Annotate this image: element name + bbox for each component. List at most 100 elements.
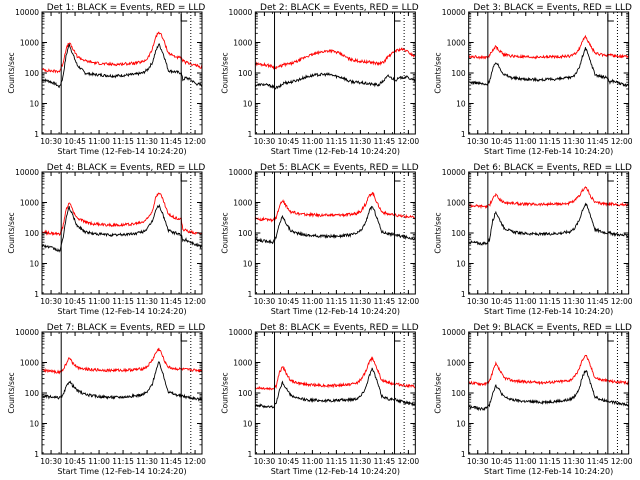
panel-title: Det 7: BLACK = Events, RED = LLD [47,323,206,333]
events-series-line [468,369,630,412]
y-tick-label: 10000 [228,328,252,337]
lld-series-line [254,356,416,391]
x-tick-label: 11:45 [587,297,609,306]
x-tick-label: 11:30 [563,457,585,466]
x-tick-label: 11:15 [326,137,348,146]
marker-bracket [180,334,188,342]
x-tick-label: 12:00 [611,457,633,466]
x-tick-label: 10:30 [40,457,62,466]
x-tick-label: 12:00 [611,297,633,306]
x-tick-label: 11:15 [539,457,561,466]
x-tick-label: 10:30 [467,137,489,146]
panel-det-1: Det 1: BLACK = Events, RED = LLD 1 10 100 10… [7,3,206,156]
lld-series-line [468,186,629,210]
y-tick-label: 1000 [233,359,252,368]
panel-title: Det 9: BLACK = Events, RED = LLD [473,323,632,333]
x-tick-label: 11:15 [539,137,561,146]
y-tick-label: 10000 [228,168,252,177]
x-axis-label: Start Time (12-Feb-14 10:24:20) [57,307,186,316]
x-tick-label: 10:30 [40,137,62,146]
y-tick-label: 1000 [20,39,39,48]
y-tick-label: 1000 [20,199,39,208]
x-tick-label: 11:15 [539,297,561,306]
x-tick-label: 11:45 [160,137,182,146]
x-tick-label: 11:00 [302,137,324,146]
marker-bracket [394,334,401,342]
plot-frame [41,11,203,135]
panel-det-8: Det 8: BLACK = Events, RED = LLD 1 10 100 10… [220,323,419,476]
y-axis-label: Counts/sec [434,372,443,413]
y-axis-label: Counts/sec [7,52,16,93]
x-tick-label: 12:00 [611,137,633,146]
events-series-line [468,202,629,246]
y-tick-label: 1000 [447,199,466,208]
x-tick-label: 10:30 [467,457,489,466]
x-tick-label: 11:45 [587,457,609,466]
x-tick-label: 11:45 [374,297,396,306]
y-axis-label: Counts/sec [7,372,16,413]
y-tick-label: 10000 [228,8,252,17]
y-tick-label: 10000 [442,328,466,337]
x-tick-label: 11:30 [563,297,585,306]
y-tick-label: 10 [29,260,39,269]
y-tick-label: 1 [34,450,39,459]
marker-bracket [180,174,188,182]
x-tick-label: 12:00 [398,137,420,146]
y-axis-label: Counts/sec [220,212,229,253]
x-axis-label: Start Time (12-Feb-14 10:24:20) [57,147,186,156]
x-tick-label: 10:45 [278,297,300,306]
marker-bracket [180,14,188,22]
marker-bracket [394,174,401,182]
y-tick-label: 1 [248,290,253,299]
y-tick-label: 100 [238,69,253,78]
events-series-line [468,47,630,88]
events-series-line [41,203,203,253]
x-tick-label: 11:15 [112,457,134,466]
y-tick-label: 10000 [442,8,466,17]
lld-series-line [468,34,630,60]
x-tick-label: 10:45 [491,297,513,306]
x-tick-label: 11:45 [160,457,182,466]
x-tick-label: 12:00 [398,457,420,466]
x-tick-label: 11:30 [350,137,372,146]
lld-series-line [254,191,416,223]
x-tick-label: 12:00 [184,457,206,466]
x-tick-label: 11:00 [515,137,537,146]
x-axis-label: Start Time (12-Feb-14 10:24:20) [57,467,186,476]
y-tick-label: 1 [461,290,466,299]
x-tick-label: 11:30 [136,137,158,146]
y-tick-label: 1000 [20,359,39,368]
y-tick-label: 10000 [15,168,39,177]
plot-frame [254,331,416,455]
y-tick-label: 10000 [15,328,39,337]
x-tick-label: 11:00 [302,457,324,466]
y-tick-label: 10 [456,420,466,429]
plot-frame [254,11,416,135]
panel-title: Det 8: BLACK = Events, RED = LLD [260,323,419,333]
lld-series-line [468,354,630,387]
marker-bracket [607,174,614,182]
y-axis-label: Counts/sec [434,52,443,93]
x-tick-label: 11:30 [136,457,158,466]
x-tick-label: 11:00 [515,457,537,466]
x-axis-label: Start Time (12-Feb-14 10:24:20) [271,467,400,476]
x-tick-label: 11:15 [326,457,348,466]
y-tick-label: 1000 [233,39,252,48]
panel-title: Det 3: BLACK = Events, RED = LLD [473,3,632,13]
panel-det-6: Det 6: BLACK = Events, RED = LLD 1 10 100 10… [434,163,633,316]
x-tick-label: 10:30 [40,297,62,306]
panel-det-2: Det 2: BLACK = Events, RED = LLD 1 10 100 10… [220,3,419,156]
panel-det-7: Det 7: BLACK = Events, RED = LLD 1 10 100 10… [7,323,206,476]
y-tick-label: 100 [451,69,466,78]
y-tick-label: 100 [451,229,466,238]
x-tick-label: 11:45 [587,137,609,146]
x-axis-label: Start Time (12-Feb-14 10:24:20) [271,147,400,156]
x-tick-label: 11:15 [326,297,348,306]
y-tick-label: 10 [243,260,253,269]
x-tick-label: 10:45 [278,457,300,466]
x-tick-label: 12:00 [184,137,206,146]
x-tick-label: 10:30 [254,457,276,466]
x-tick-label: 11:30 [350,297,372,306]
panel-title: Det 6: BLACK = Events, RED = LLD [473,163,632,173]
